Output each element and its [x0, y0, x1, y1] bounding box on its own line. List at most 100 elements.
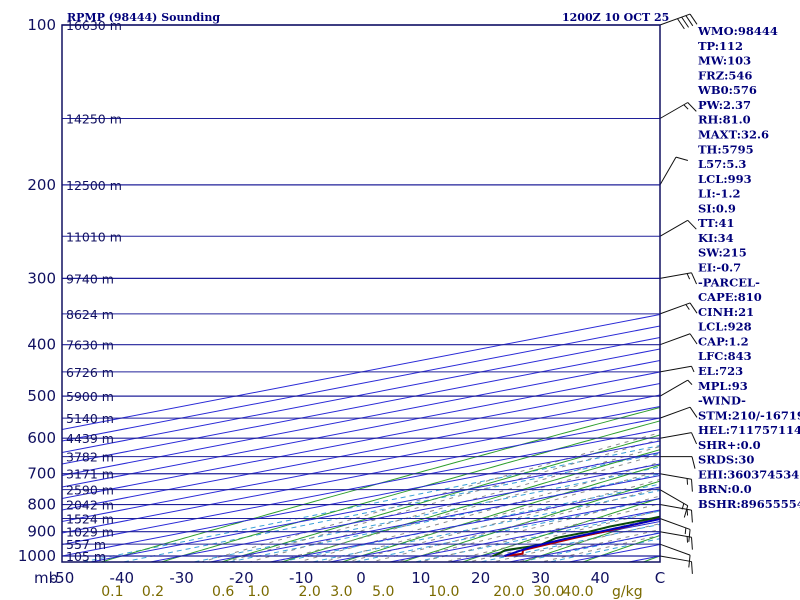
- mixing-ratio-labels: 0.1 0.2 0.6 1.0 2.0 3.0 5.0 10.0 20.0 30.040.0: [101, 584, 593, 600]
- mixing-ratio-lines: [80, 445, 660, 562]
- index-entry: RH:81.0: [698, 113, 751, 127]
- height-label: 16630 m: [66, 18, 122, 33]
- moist-adiabat: [369, 487, 660, 562]
- wind-barb: [659, 432, 698, 445]
- pressure-label: 1000: [18, 547, 56, 565]
- index-entry: TH:5795: [698, 142, 754, 156]
- mixing-ratio-label: 0.6: [212, 584, 234, 600]
- index-entry: -PARCEL-: [698, 275, 760, 289]
- index-entry: LI:-1.2: [698, 187, 741, 201]
- isotherm: [62, 359, 660, 477]
- moist-adiabat: [272, 453, 660, 562]
- height-label: 2042 m: [66, 498, 114, 513]
- wind-barbs: [659, 13, 698, 574]
- index-entry: CAP:1.2: [698, 334, 749, 348]
- index-entry: EL:723: [698, 364, 743, 378]
- temperature-label: -20: [229, 569, 254, 587]
- height-label: 8624 m: [66, 307, 114, 322]
- wind-barb: [659, 518, 691, 542]
- wind-barb: [659, 473, 693, 492]
- chart-time: 1200Z 10 OCT 25: [562, 11, 669, 24]
- wind-barb: [659, 302, 698, 315]
- height-label: 3171 m: [66, 467, 114, 482]
- wind-barb: [659, 489, 689, 518]
- temperature-label: -40: [110, 569, 135, 587]
- index-entry: STM:210/-1671927: [698, 408, 800, 422]
- mixing-ratio-label: 10.0: [428, 584, 459, 600]
- height-label: 5900 m: [66, 389, 114, 404]
- isotherm: [62, 405, 660, 523]
- isotherm: [62, 440, 660, 557]
- pressure-label: 600: [27, 429, 56, 447]
- isotherms: [62, 313, 660, 562]
- isotherm: [62, 313, 660, 431]
- index-entry: SI:0.9: [698, 201, 736, 215]
- pressure-label: 300: [27, 269, 56, 287]
- wind-barb: [659, 272, 698, 285]
- mixing-ratio-line: [226, 473, 660, 562]
- wind-barb: [659, 406, 698, 419]
- mixing-ratio-label: 40.0: [562, 584, 593, 600]
- index-panel: WMO:98444TP:112MW:103FRZ:546WB0:576PW:2.…: [697, 24, 800, 511]
- dry-adiabat: [340, 464, 660, 562]
- wind-barb: [659, 13, 698, 30]
- wind-barb: [659, 156, 689, 186]
- wind-barb: [659, 102, 697, 119]
- wind-barb: [659, 379, 693, 397]
- index-entry: LFC:843: [698, 349, 752, 363]
- temperature-label: 0: [356, 569, 366, 587]
- height-label: 14250 m: [66, 112, 122, 127]
- index-entry: LCL:993: [698, 172, 752, 186]
- chart-title: RPMP (98444) Sounding: [67, 11, 220, 24]
- index-entry: FRZ:546: [698, 68, 752, 82]
- mixing-ratio-line: [120, 452, 660, 562]
- temperature-label: -30: [169, 569, 194, 587]
- index-entry: SW:215: [698, 246, 747, 260]
- isobars: [62, 24, 660, 557]
- mixing-ratio-label: 2.0: [299, 584, 321, 600]
- height-label: 11010 m: [66, 229, 122, 244]
- sounding-series: [504, 517, 660, 557]
- index-entry: WMO:98444: [697, 24, 778, 38]
- pressure-label: 500: [27, 387, 56, 405]
- index-entry: CAPE:810: [698, 290, 762, 304]
- index-entry: BRN:0.0: [698, 482, 752, 496]
- mixing-ratio-label: 3.0: [330, 584, 352, 600]
- pressure-labels: 100 200 300 400 500 600 700 800 900 1000: [18, 16, 56, 565]
- dry-adiabat: [159, 420, 660, 562]
- mixing-ratio-label: 5.0: [372, 584, 394, 600]
- index-entry: -WIND-: [698, 394, 746, 408]
- isotherm: [62, 394, 660, 511]
- mixing-ratio-label: 0.1: [101, 584, 123, 600]
- index-entry: MAXT:32.6: [698, 127, 769, 141]
- height-label: 9740 m: [66, 271, 114, 286]
- wind-barb: [659, 219, 697, 237]
- height-label: 105 m: [66, 549, 106, 564]
- height-label: 557 m: [66, 537, 106, 552]
- index-entry: HEL:711757114900: [698, 423, 800, 437]
- wind-barb: [660, 456, 696, 469]
- temperature-label: -10: [289, 569, 314, 587]
- moist-adiabat: [296, 461, 660, 562]
- index-entry: CINH:21: [698, 305, 754, 319]
- height-labels: 16630 m 14250 m 12500 m 11010 m 9740 m 8624 m…: [66, 18, 122, 564]
- height-label: 12500 m: [66, 178, 122, 193]
- index-entry: TT:41: [698, 216, 735, 230]
- height-label: 3782 m: [66, 450, 114, 465]
- index-entry: SHR+:0.0: [698, 438, 761, 452]
- sounding-profiles: [492, 515, 660, 557]
- moist-adiabat: [247, 446, 660, 562]
- temperature-label: 20: [471, 569, 490, 587]
- index-entry: KI:34: [698, 231, 734, 245]
- sounding-series: [504, 517, 660, 557]
- mixing-ratio-line: [80, 445, 660, 562]
- dry-adiabat: [581, 534, 660, 562]
- height-label: 2590 m: [66, 483, 114, 498]
- isotherm: [62, 417, 660, 534]
- height-label: 4439 m: [66, 431, 114, 446]
- wind-barb: [659, 333, 698, 346]
- index-entry: PW:2.37: [698, 98, 751, 112]
- index-entry: SRDS:30: [698, 453, 754, 467]
- isotherm: [62, 382, 660, 500]
